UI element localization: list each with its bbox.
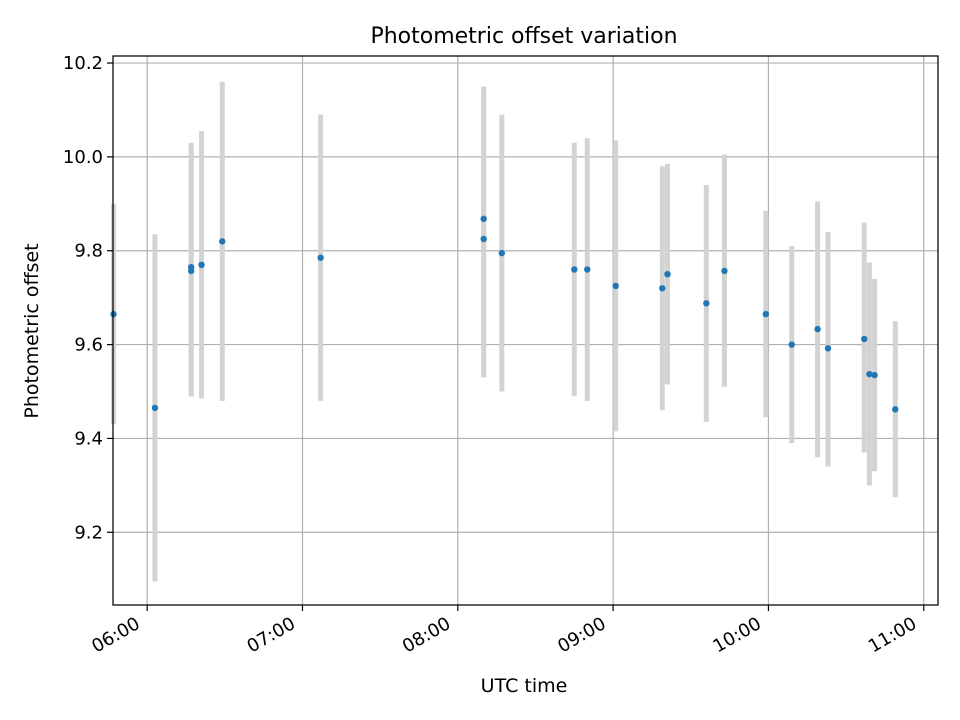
data-point xyxy=(498,249,506,257)
data-point xyxy=(824,345,832,352)
chart-title: Photometric offset variation xyxy=(370,24,677,49)
data-point xyxy=(762,310,770,318)
data-point xyxy=(198,261,205,269)
y-tick-label: 9.6 xyxy=(74,335,103,356)
data-point xyxy=(866,370,873,378)
data-point xyxy=(814,325,821,333)
data-point xyxy=(788,341,795,348)
y-tick-label: 9.8 xyxy=(74,241,103,262)
data-points xyxy=(110,215,899,413)
data-point xyxy=(571,266,578,273)
data-point xyxy=(219,238,226,245)
data-point xyxy=(480,215,487,223)
x-axis-label: UTC time xyxy=(481,675,568,697)
y-tick-label: 10.0 xyxy=(63,147,103,168)
x-tick-label: 10:00 xyxy=(710,613,765,657)
plot-frame xyxy=(112,55,939,606)
y-tick-label: 9.2 xyxy=(74,522,103,543)
data-point xyxy=(861,335,868,343)
data-point xyxy=(187,267,195,275)
grid-lines xyxy=(113,56,938,605)
y-tick-label: 10.2 xyxy=(63,53,103,74)
data-point xyxy=(871,371,878,379)
y-tick-label: 9.4 xyxy=(74,428,103,449)
data-point xyxy=(892,406,899,413)
data-point xyxy=(721,267,728,275)
x-tick-label: 06:00 xyxy=(88,613,143,657)
data-point xyxy=(480,235,487,243)
x-tick-label: 08:00 xyxy=(399,613,454,657)
data-point xyxy=(612,282,619,290)
data-point xyxy=(584,266,591,273)
data-point xyxy=(664,270,671,278)
x-tick-label: 09:00 xyxy=(554,613,609,657)
x-tick-label: 11:00 xyxy=(865,613,920,657)
data-point xyxy=(317,254,324,261)
y-axis-label: Photometric offset xyxy=(21,243,43,418)
data-point xyxy=(703,300,710,307)
x-tick-label: 07:00 xyxy=(244,613,299,657)
data-point xyxy=(151,404,159,412)
data-point xyxy=(659,285,666,292)
